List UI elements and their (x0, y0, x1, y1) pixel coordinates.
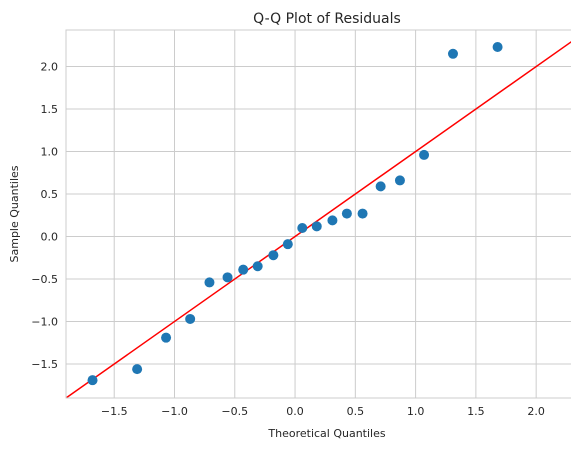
data-point (268, 250, 279, 261)
chart-title: Q-Q Plot of Residuals (253, 11, 401, 27)
data-point (311, 221, 322, 232)
x-tick-label: 1.0 (407, 405, 425, 418)
data-point (357, 208, 368, 219)
y-axis-label: Sample Quantiles (8, 165, 21, 262)
y-tick-label: 1.5 (41, 103, 59, 116)
y-tick-label: 2.0 (41, 61, 59, 74)
x-tick-label: −0.5 (221, 405, 248, 418)
grid (66, 30, 571, 398)
data-point (419, 149, 430, 160)
y-tick-label: 0.5 (41, 188, 59, 201)
data-point (341, 208, 352, 219)
data-point (87, 375, 98, 386)
y-tick-label: −1.5 (31, 358, 58, 371)
y-tick-label: 1.0 (41, 146, 59, 159)
x-tick-label: 2.0 (527, 405, 545, 418)
y-tick-labels: −1.5 −1.0 −0.5 0.0 0.5 1.0 1.5 2.0 (31, 61, 58, 371)
y-tick-label: −1.0 (31, 316, 58, 329)
data-point (238, 264, 249, 275)
data-point (161, 332, 172, 343)
data-point (297, 223, 308, 234)
data-point (282, 239, 293, 250)
x-axis-label: Theoretical Quantiles (267, 427, 385, 440)
data-point (252, 261, 263, 272)
x-tick-label: 0.5 (347, 405, 365, 418)
x-tick-labels: −1.5 −1.0 −0.5 0.0 0.5 1.0 1.5 2.0 (101, 405, 545, 418)
data-point (492, 41, 503, 52)
y-tick-label: −0.5 (31, 273, 58, 286)
x-tick-label: 1.5 (467, 405, 485, 418)
data-point (394, 175, 405, 186)
data-point (222, 272, 233, 283)
data-points (87, 41, 503, 386)
plot-area (66, 30, 571, 398)
data-point (447, 48, 458, 59)
y-tick-label: 0.0 (41, 231, 59, 244)
x-tick-label: 0.0 (286, 405, 304, 418)
x-tick-label: −1.0 (161, 405, 188, 418)
x-tick-label: −1.5 (101, 405, 128, 418)
plot-frame (65, 29, 571, 399)
reference-line (65, 41, 571, 399)
data-point (327, 215, 338, 226)
data-point (204, 277, 215, 288)
data-point (185, 313, 196, 324)
data-point (375, 181, 386, 192)
data-point (132, 364, 143, 375)
